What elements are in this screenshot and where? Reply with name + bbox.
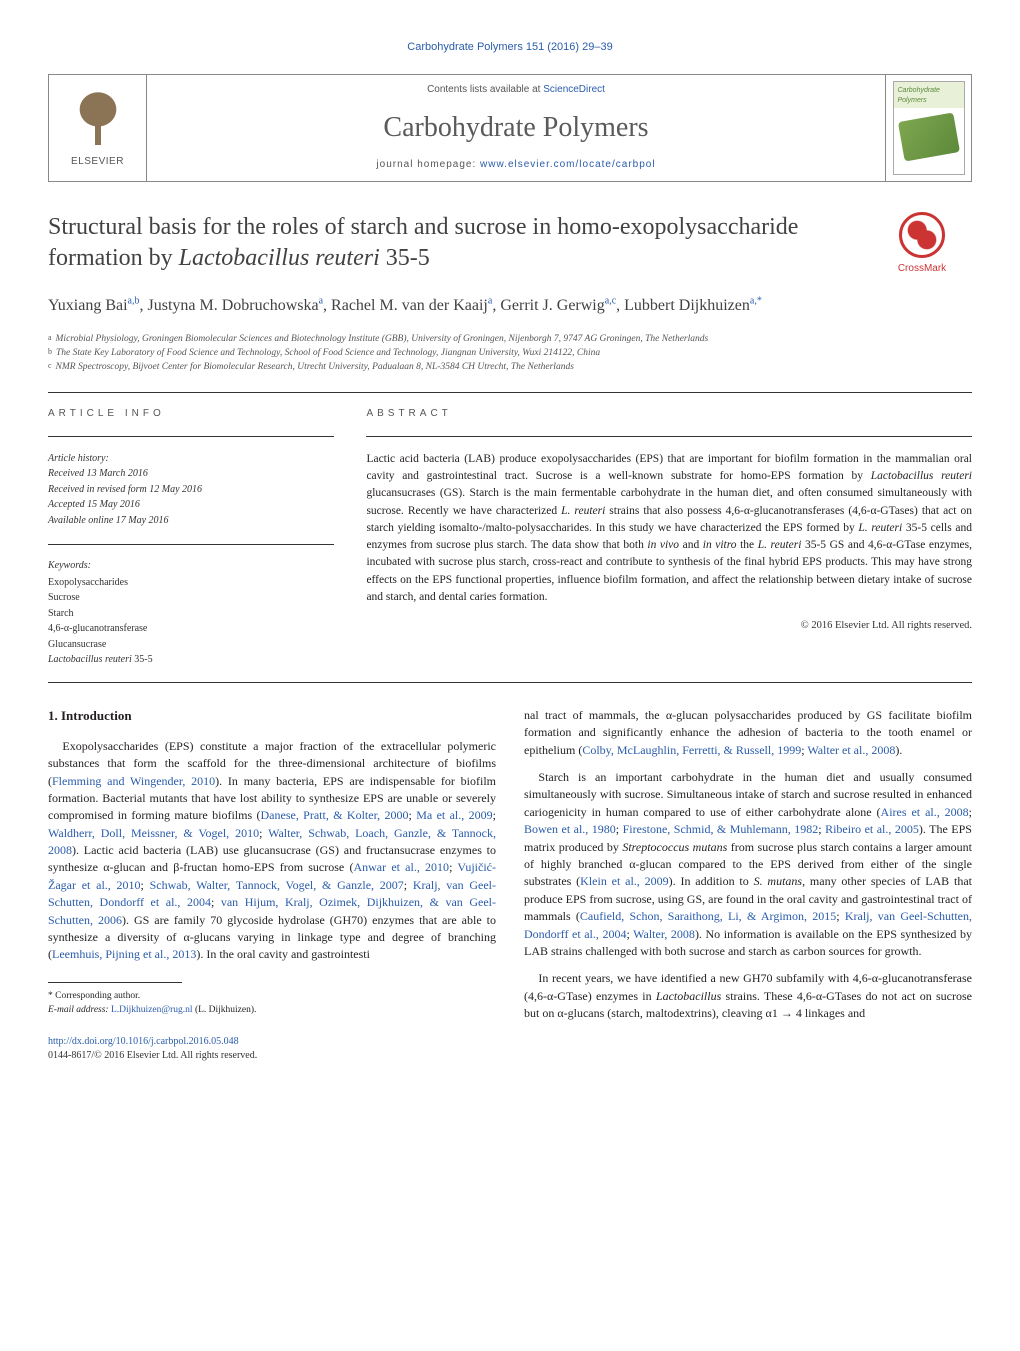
homepage-prefix: journal homepage: [376,159,480,170]
crossmark-badge[interactable]: CrossMark [872,212,972,277]
section-heading-intro: 1. Introduction [48,707,496,726]
affiliation-sup: b [48,346,52,360]
journal-ref-link[interactable]: Carbohydrate Polymers 151 (2016) 29–39 [407,41,612,53]
crossmark-icon [899,212,945,258]
affiliation-text: NMR Spectroscopy, Bijvoet Center for Bio… [56,360,574,374]
affiliation: a Microbial Physiology, Groningen Biomole… [48,332,972,346]
keyword: Starch [48,606,334,622]
body-paragraph: nal tract of mammals, the α-glucan polys… [524,707,972,759]
header-center: Contents lists available at ScienceDirec… [147,75,885,181]
abstract-rule [366,436,972,437]
footnote-separator [48,982,182,983]
body-paragraph: In recent years, we have identified a ne… [524,970,972,1022]
affiliation-sup: a [48,332,52,346]
homepage-link[interactable]: www.elsevier.com/locate/carbpol [480,159,656,170]
affiliation: c NMR Spectroscopy, Bijvoet Center for Bi… [48,360,972,374]
sciencedirect-link[interactable]: ScienceDirect [543,84,605,95]
keyword: Lactobacillus reuteri 35-5 [48,652,334,668]
article-info-column: ARTICLE INFO Article history: Received 1… [48,407,334,668]
doi-line: http://dx.doi.org/10.1016/j.carbpol.2016… [48,1035,972,1050]
journal-reference: Carbohydrate Polymers 151 (2016) 29–39 [48,40,972,56]
elsevier-label: ELSEVIER [66,155,130,170]
article-title: Structural basis for the roles of starch… [48,212,852,274]
contents-available: Contents lists available at ScienceDirec… [157,83,875,98]
affiliation-text: Microbial Physiology, Groningen Biomolec… [56,332,709,346]
abstract-head: ABSTRACT [366,407,972,422]
cover-label: Carbohydrate Polymers [898,86,960,106]
keyword: Exopolysaccharides [48,575,334,591]
history-line: Accepted 15 May 2016 [48,497,334,513]
history-line: Available online 17 May 2016 [48,513,334,529]
doi-link[interactable]: http://dx.doi.org/10.1016/j.carbpol.2016… [48,1036,239,1047]
keywords-list: ExopolysaccharidesSucroseStarch4,6-α-glu… [48,575,334,668]
cover-thumb-area: Carbohydrate Polymers [885,75,971,181]
abstract-column: ABSTRACT Lactic acid bacteria (LAB) prod… [366,407,972,668]
authors: Yuxiang Baia,b, Justyna M. Dobruchowskaa… [48,294,972,317]
article-history: Article history: Received 13 March 2016R… [48,451,334,529]
affiliation-sup: c [48,360,52,374]
keyword: 4,6-α-glucanotransferase [48,621,334,637]
elsevier-logo[interactable]: ELSEVIER [66,87,130,170]
email-line: E-mail address: L.Dijkhuizen@rug.nl (L. … [48,1003,496,1017]
affiliations: a Microbial Physiology, Groningen Biomole… [48,332,972,375]
history-line: Received 13 March 2016 [48,466,334,482]
journal-title: Carbohydrate Polymers [157,108,875,149]
title-row: Structural basis for the roles of starch… [48,212,972,277]
email-label: E-mail address: [48,1005,111,1015]
affiliation-text: The State Key Laboratory of Food Science… [56,346,600,360]
info-abstract-row: ARTICLE INFO Article history: Received 1… [48,407,972,668]
body-columns: 1. Introduction Exopolysaccharides (EPS)… [48,707,972,1025]
body-paragraph: Exopolysaccharides (EPS) constitute a ma… [48,738,496,964]
article-info-head: ARTICLE INFO [48,407,334,422]
keywords-rule [48,544,334,545]
history-line: Received in revised form 12 May 2016 [48,482,334,498]
publisher-logo-area: ELSEVIER [49,75,147,181]
publisher-header: ELSEVIER Contents lists available at Sci… [48,74,972,182]
history-label: Article history: [48,451,334,467]
crossmark-label: CrossMark [872,262,972,277]
footnotes: * Corresponding author. E-mail address: … [48,989,496,1018]
issn-copyright: 0144-8617/© 2016 Elsevier Ltd. All right… [48,1049,972,1064]
keyword: Glucansucrase [48,637,334,653]
body-paragraph: Starch is an important carbohydrate in t… [524,769,972,960]
elsevier-tree-icon [66,87,130,151]
abstract-text: Lactic acid bacteria (LAB) produce exopo… [366,451,972,606]
journal-cover-thumb[interactable]: Carbohydrate Polymers [893,81,965,175]
corresponding-author: * Corresponding author. [48,989,496,1003]
abstract-copyright: © 2016 Elsevier Ltd. All rights reserved… [366,618,972,633]
keywords-label: Keywords: [48,559,334,574]
keyword: Sucrose [48,590,334,606]
contents-prefix: Contents lists available at [427,84,543,95]
email-link[interactable]: L.Dijkhuizen@rug.nl [111,1005,193,1015]
affiliation: b The State Key Laboratory of Food Scienc… [48,346,972,360]
journal-homepage: journal homepage: www.elsevier.com/locat… [157,158,875,173]
body-rule [48,682,972,683]
section-rule [48,392,972,393]
email-name: (L. Dijkhuizen). [193,1005,257,1015]
info-rule [48,436,334,437]
